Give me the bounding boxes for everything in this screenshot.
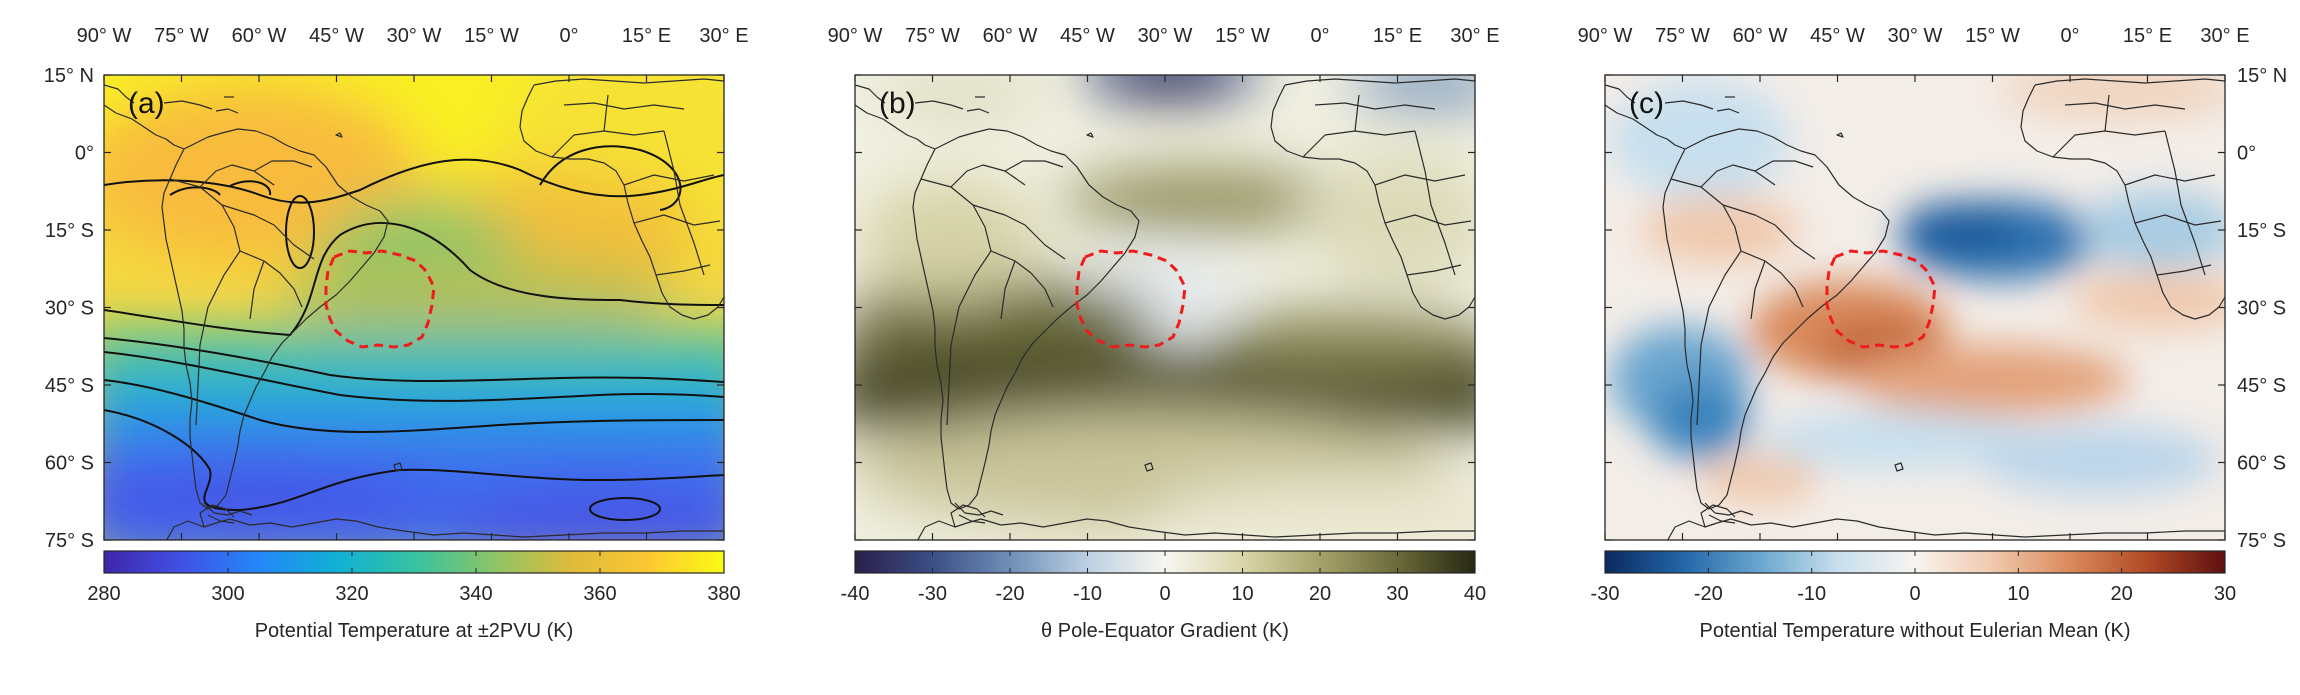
panel-b-map (854, 74, 1476, 541)
colorbar-tick-label: -30 (1591, 583, 1620, 605)
lat-tick-label: 45° S (2237, 375, 2286, 397)
lat-tick-label: 45° S (45, 375, 94, 397)
lon-tick-label: 90° W (77, 25, 132, 47)
colorbar-tick-label: 20 (1309, 583, 1331, 605)
colorbar-tick-label: -10 (1073, 583, 1102, 605)
panel-c-map (1604, 74, 2226, 541)
panel-letter: (c) (1629, 87, 1664, 120)
panel-1-axes: 90° W 75° W 60° W 45° W 30° W 15° W 0° 15° E 30°… (828, 25, 1500, 541)
lon-tick-label: 45° W (309, 25, 364, 47)
colorbar-tick-label: 10 (1231, 583, 1253, 605)
lon-tick-label: 90° W (1578, 25, 1633, 47)
colorbar-tick-label: 380 (707, 583, 740, 605)
panel-letter: (b) (879, 87, 916, 120)
lon-tick-label: 60° W (1733, 25, 1788, 47)
panel-letter: (a) (128, 87, 165, 120)
colorbar-tick-label: 280 (87, 583, 120, 605)
lon-tick-label: 0° (2060, 25, 2079, 47)
lon-tick-label: 15° E (622, 25, 671, 47)
lat-tick-label: 0° (2237, 143, 2256, 165)
lat-tick-label: 30° S (2237, 298, 2286, 320)
lat-tick-label: 15° S (2237, 220, 2286, 242)
lat-tick-label: 75° S (2237, 530, 2286, 552)
colorbar-gradient (103, 550, 725, 574)
colorbar-tick-label: 30 (2214, 583, 2236, 605)
lon-tick-label: 30° E (2200, 25, 2249, 47)
colorbar-2: -30 -20 -10 0 10 20 30 Potential Temperature wi… (1591, 550, 2236, 642)
lon-tick-label: 75° W (905, 25, 960, 47)
lon-tick-label: 60° W (232, 25, 287, 47)
colorbar-tick-label: 10 (2007, 583, 2029, 605)
lat-tick-label: 60° S (2237, 453, 2286, 475)
colorbar-tick-label: -20 (1694, 583, 1723, 605)
colorbar-1: -40 -30 -20 -10 0 10 20 30 40 θ Pole-Equator Grad… (841, 550, 1486, 642)
colorbar-tick-label: 30 (1386, 583, 1408, 605)
lon-tick-label: 15° E (1373, 25, 1422, 47)
lat-tick-label: 15° N (44, 65, 94, 87)
colorbar-label: θ Pole-Equator Gradient (K) (1041, 620, 1289, 642)
lat-tick-label: 15° S (45, 220, 94, 242)
colorbar-label: Potential Temperature without Eulerian M… (1700, 620, 2131, 642)
lon-tick-label: 15° E (2123, 25, 2172, 47)
colorbar-tick-label: 0 (1159, 583, 1170, 605)
lat-tick-label: 60° S (45, 453, 94, 475)
colorbar-tick-label: -10 (1797, 583, 1826, 605)
colorbar-tick-label: 360 (583, 583, 616, 605)
lon-tick-label: 45° W (1060, 25, 1115, 47)
lat-tick-label: 0° (75, 143, 94, 165)
colorbar-tick-label: 40 (1464, 583, 1486, 605)
panel-2-axes: 90° W 75° W 60° W 45° W 30° W 15° W 0° 15° E 30°… (1578, 25, 2288, 552)
colorbar-tick-label: 340 (459, 583, 492, 605)
lat-tick-label: 30° S (45, 298, 94, 320)
lon-tick-label: 15° W (464, 25, 519, 47)
lon-tick-label: 75° W (1655, 25, 1710, 47)
lon-tick-label: 90° W (828, 25, 883, 47)
lon-tick-label: 0° (559, 25, 578, 47)
colorbar-tick-label: 0 (1909, 583, 1920, 605)
colorbar-tick-label: 320 (335, 583, 368, 605)
lon-tick-label: 15° W (1215, 25, 1270, 47)
colorbar-tick-label: 300 (211, 583, 244, 605)
lon-tick-label: 30° W (1888, 25, 1943, 47)
panel-a-map (103, 74, 725, 541)
colorbar-label: Potential Temperature at ±2PVU (K) (255, 620, 574, 642)
lon-tick-label: 0° (1310, 25, 1329, 47)
lat-tick-label: 15° N (2237, 65, 2287, 87)
lon-tick-label: 60° W (983, 25, 1038, 47)
colorbar-tick-label: -40 (841, 583, 870, 605)
panel-0-axes: 90° W 75° W 60° W 45° W 30° W 15° W 0° 15° E 30°… (44, 25, 749, 552)
colorbar-tick-label: 20 (2111, 583, 2133, 605)
lon-tick-label: 30° E (699, 25, 748, 47)
colorbar-0: 280 300 320 340 360 380 Potential Temperature … (87, 550, 741, 642)
lon-tick-label: 30° W (387, 25, 442, 47)
colorbar-tick-label: -20 (996, 583, 1025, 605)
lon-tick-label: 30° E (1450, 25, 1499, 47)
lon-tick-label: 15° W (1965, 25, 2020, 47)
lon-tick-label: 45° W (1810, 25, 1865, 47)
lon-tick-label: 30° W (1138, 25, 1193, 47)
colorbar-tick-label: -30 (918, 583, 947, 605)
lat-tick-label: 75° S (45, 530, 94, 552)
lon-tick-label: 75° W (154, 25, 209, 47)
